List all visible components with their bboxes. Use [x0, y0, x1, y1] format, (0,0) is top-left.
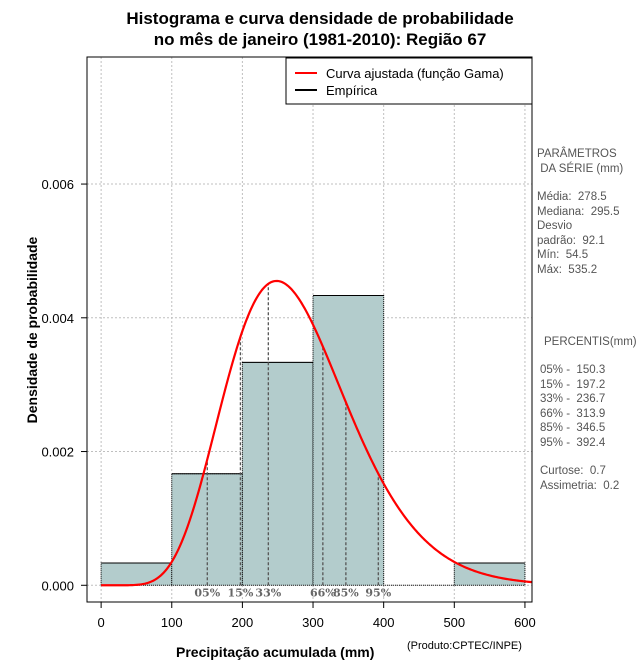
fitted-gamma-curve [101, 279, 533, 587]
empirical-bar-outline-5 [453, 562, 526, 586]
histogram-bar-3 [313, 295, 384, 586]
legend-box [285, 57, 533, 105]
y-tick-label-1: 0.002 [41, 445, 74, 460]
histogram-bar-2 [242, 362, 314, 586]
percentile-label-95: 95% [365, 586, 391, 599]
y-tick-label-3: 0.006 [41, 177, 74, 192]
x-tick-label-6: 600 [514, 615, 536, 630]
percentile-label-85: 85% [333, 586, 359, 599]
shape-statistics: Curtose: 0.7 Assimetria: 0.2 [540, 465, 620, 492]
percentile-label-15: 15% [228, 586, 254, 599]
chart-title-line1: Histograma e curva densidade de probabil… [126, 9, 514, 28]
empirical-bar-outline-3 [312, 295, 385, 586]
x-tick-label-2: 200 [232, 615, 254, 630]
percentile-label-05: 05% [194, 586, 220, 599]
percentile-label-33: 33% [255, 586, 281, 599]
parameters-values: Média: 278.5 Mediana: 295.5 Desvio padrã… [537, 191, 620, 276]
y-tick-label-0: 0.000 [41, 578, 74, 593]
percentiles-values: 05% - 150.3 15% - 197.2 33% - 236.7 66% … [540, 364, 606, 449]
x-tick-label-5: 500 [443, 615, 465, 630]
y-tick-label-2: 0.004 [41, 311, 74, 326]
x-tick-label-3: 300 [302, 615, 324, 630]
percentiles-header: PERCENTIS(mm) [544, 336, 637, 348]
x-tick-label-4: 400 [373, 615, 395, 630]
plot-frame [86, 56, 533, 603]
y-axis-label: Densidade de probabilidade [24, 236, 40, 424]
legend-label-0: Curva ajustada (função Gama) [326, 66, 504, 81]
x-tick-label-1: 100 [161, 615, 183, 630]
legend-label-1: Empírica [326, 83, 378, 98]
chart-title-line2: no mês de janeiro (1981-2010): Região 67 [153, 30, 487, 49]
x-axis-label: Precipitação acumulada (mm) [176, 644, 375, 660]
parameters-header: PARÂMETROS DA SÉRIE (mm) [537, 148, 624, 175]
product-credit: (Produto:CPTEC/INPE) [407, 640, 522, 652]
x-tick-label-0: 0 [98, 615, 105, 630]
percentile-label-66: 66% [310, 586, 336, 599]
